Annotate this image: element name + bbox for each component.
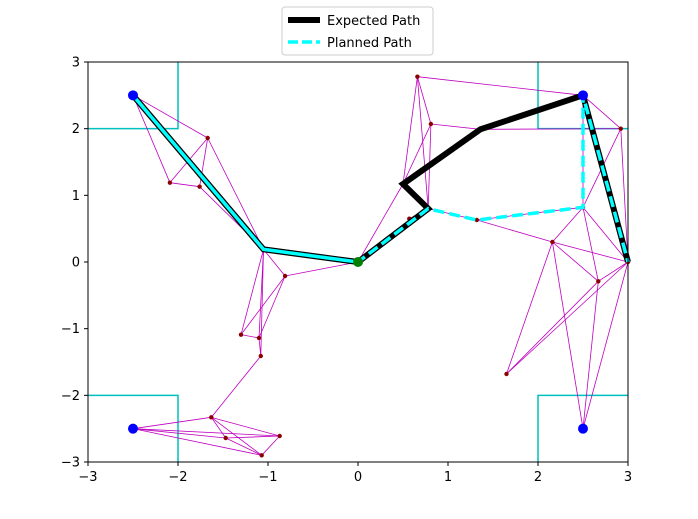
graph-node [209,415,214,420]
graph-edge [225,435,280,439]
obstacle-corner-3 [537,394,628,462]
x-tick-label: 1 [444,470,452,485]
graph-edge [417,76,584,96]
graph-edge [132,428,226,439]
axis-ticks: −3 −2 −1 0 1 2 3 −3 −2 −1 0 1 2 3 [61,56,632,486]
graph-node [596,279,601,284]
graph-edge [285,261,359,277]
graph-node [550,239,555,245]
graph-edge [357,183,404,263]
graph-edge [598,261,629,282]
graph-edge [263,249,286,277]
x-tick-label: −1 [258,470,277,485]
graph-edge [552,241,584,429]
graph-node [167,180,173,185]
graph-edge [402,123,432,185]
obstacle-corner-0 [88,62,179,130]
graph-edge [211,416,280,437]
obstacle-corner-2 [88,394,179,462]
y-tick-label: 3 [72,56,80,71]
special-point [128,423,138,434]
y-tick-label: 2 [72,122,80,137]
graph-edge [258,275,286,339]
graph-node [258,353,263,359]
graph-node [238,332,244,337]
graph-edge [506,261,629,375]
graph-edge [480,128,621,130]
paths-layer [130,91,631,266]
graph-edge [240,334,260,339]
graph-edge [582,207,599,282]
graph-edge [620,128,629,263]
graph-edge [582,207,629,263]
graph-edge [261,435,280,456]
graph-edge [210,417,227,439]
graph-node [277,433,282,439]
legend: Expected Path Planned Path [281,6,434,56]
special-point [353,257,363,267]
legend-label: Planned Path [327,36,412,51]
graph-edge [506,241,553,375]
x-tick-label: 0 [354,470,362,485]
plot-area [88,62,631,462]
graph-edge [132,416,212,430]
graph-node [197,184,202,189]
graph-edge [132,428,280,437]
graph-edge [506,281,599,375]
y-tick-label: −3 [61,456,80,471]
graph-edge [207,137,264,250]
y-tick-label: 1 [72,189,80,204]
graph-edge [552,207,584,243]
graph-node [618,126,623,131]
graph-node [282,273,288,279]
graph-edge [260,249,264,357]
graph-edge [582,95,622,129]
graph-edge [211,417,262,456]
x-tick-label: −2 [168,470,187,485]
graph-edge [132,94,208,139]
x-tick-label: −3 [78,470,97,485]
planned-path-line [131,94,630,264]
graph-edge [240,249,264,335]
special-point [578,90,588,101]
x-tick-label: 2 [534,470,542,485]
graph-edge [132,428,262,456]
graph-edge [210,355,262,418]
graph-edge [240,275,286,335]
special-point [578,423,588,434]
graph-node [205,135,210,141]
graph-edge [258,337,262,357]
graph-edge [582,281,599,429]
y-tick-label: 0 [72,256,80,271]
graph-edge [132,95,171,183]
graph-edge [552,241,599,282]
graph-edge [417,76,429,209]
graph-edge [582,261,629,429]
special-points-layer [128,90,588,434]
graph-node [223,435,228,441]
graph-edge [402,76,418,185]
graph-edge [225,437,262,456]
graph-node [259,453,264,458]
y-tick-label: −1 [61,322,80,337]
graph-edge [552,241,629,263]
graph-node [474,217,479,223]
y-tick-label: −2 [61,389,80,404]
legend-label: Expected Path [327,14,420,29]
graph-edge [430,123,481,130]
graph-edge [169,182,200,188]
graph-node [256,335,262,341]
graph-node [415,74,420,79]
special-point [128,90,138,101]
graph-edge [417,76,432,125]
x-tick-label: 3 [624,470,632,485]
graph-node [428,121,434,127]
graph-node [504,371,509,377]
graph-edge [476,219,553,243]
